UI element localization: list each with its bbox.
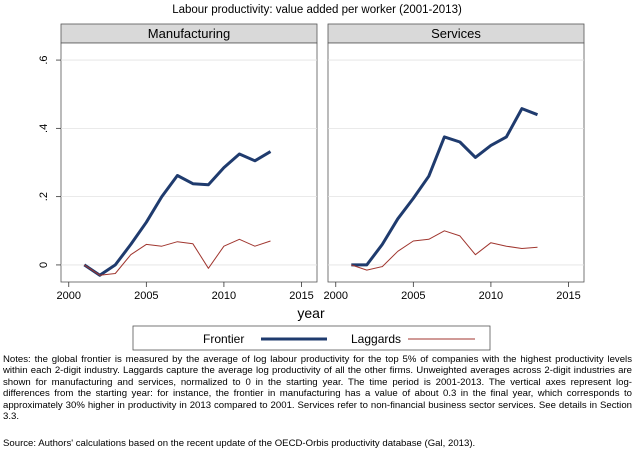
series-line-frontier xyxy=(351,107,539,267)
panel-title: Manufacturing xyxy=(148,26,230,41)
y-tick-label: .6 xyxy=(38,55,50,64)
panel-title: Services xyxy=(431,26,481,41)
x-axis-label: year xyxy=(297,305,325,321)
chart: Labour productivity: value added per wor… xyxy=(38,4,585,351)
panel-manufacturing: Manufacturing 0 .2 .4 .6 2000 2005 2010 2015 xyxy=(38,23,318,302)
legend-label-frontier: Frontier xyxy=(203,332,244,346)
legend-label-laggards: Laggards xyxy=(351,332,401,346)
y-tick-label: .2 xyxy=(38,192,50,201)
plot-area xyxy=(327,42,585,283)
chart-source: Source: Authors' calculations based on t… xyxy=(3,438,476,449)
x-tick-label: 2000 xyxy=(57,290,81,302)
x-tick-label: 2000 xyxy=(324,290,348,302)
y-tick-label: 0 xyxy=(38,262,50,268)
x-tick-label: 2010 xyxy=(212,290,236,302)
x-tick-label: 2005 xyxy=(401,290,425,302)
series-line-laggards xyxy=(84,238,271,276)
y-tick-label: .4 xyxy=(38,124,50,133)
x-tick-label: 2005 xyxy=(134,290,158,302)
x-tick-label: 2015 xyxy=(556,290,580,302)
x-tick-label: 2015 xyxy=(289,290,313,302)
series-line-laggards xyxy=(351,230,538,271)
chart-title: Labour productivity: value added per wor… xyxy=(172,4,462,16)
series-line-frontier xyxy=(83,150,272,277)
x-tick-label: 2010 xyxy=(479,290,503,302)
plot-area xyxy=(60,42,318,283)
chart-notes: Notes: the global frontier is measured b… xyxy=(3,354,632,423)
panel-services: Services 2000 2005 2010 2015 xyxy=(324,23,585,302)
